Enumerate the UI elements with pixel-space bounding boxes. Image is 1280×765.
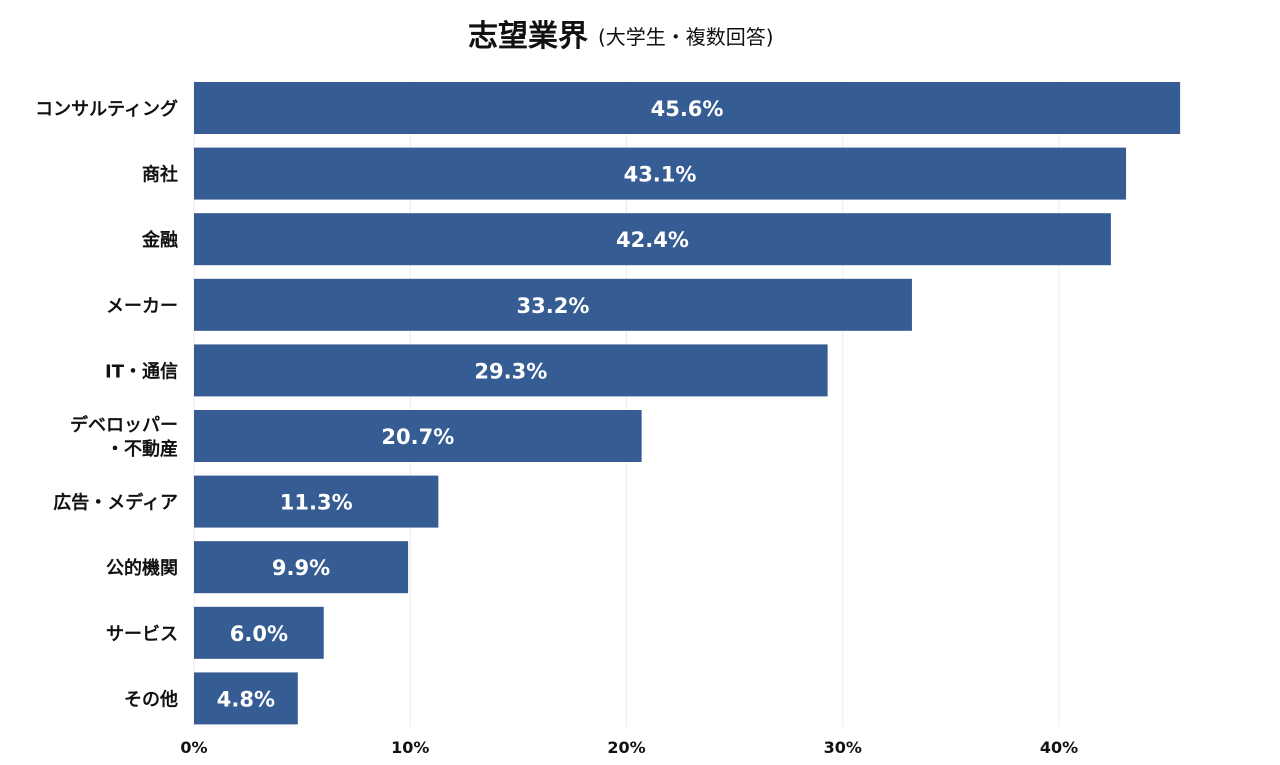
x-tick-label: 10% (391, 738, 429, 757)
data-label: 9.9% (272, 556, 330, 580)
category-label: 公的機関 (106, 557, 178, 579)
category-label: デベロッパー・不動産 (70, 414, 178, 460)
bar (194, 278, 912, 331)
chart-subtitle: (大学生・複数回答) (598, 25, 774, 49)
category-label: コンサルティング (35, 98, 178, 120)
x-tick-label: 40% (1040, 738, 1078, 757)
bar (194, 541, 409, 594)
bar (194, 82, 1181, 134)
chart-title-main: 志望業界 (468, 19, 588, 54)
data-label: 11.3% (280, 491, 353, 515)
x-tick-label: 0% (180, 738, 207, 757)
category-label: その他 (124, 688, 178, 710)
bar (194, 475, 439, 528)
bar (194, 147, 1127, 200)
data-label: 43.1% (624, 163, 697, 187)
data-label: 42.4% (616, 228, 689, 252)
data-label: 20.7% (381, 425, 454, 449)
bar (194, 344, 828, 397)
category-label: 商社 (142, 164, 178, 186)
category-label: 金融 (141, 229, 178, 251)
category-label: サービス (106, 624, 178, 645)
data-label: 29.3% (474, 359, 547, 383)
bar (194, 410, 642, 462)
bars: 45.6% 43.1% 42.4% 33.2% 29.3% 20.7% 11.3% 9.9% 6… (194, 82, 1181, 725)
category-label: 広告・メディア (53, 492, 178, 514)
bar (194, 606, 324, 659)
category-label: メーカー (106, 296, 178, 317)
data-label: 4.8% (217, 687, 275, 711)
data-label: 33.2% (517, 294, 590, 318)
x-axis-tick-labels: 0% 10% 20% 30% 40% (180, 738, 1078, 757)
data-label: 6.0% (230, 622, 288, 646)
x-tick-label: 30% (824, 738, 862, 757)
data-label: 45.6% (651, 97, 724, 121)
chart-title: 志望業界 (大学生・複数回答) (468, 19, 774, 54)
bar (194, 672, 298, 725)
category-label: IT・通信 (105, 360, 178, 382)
x-tick-label: 20% (607, 738, 645, 757)
bar (194, 213, 1111, 266)
